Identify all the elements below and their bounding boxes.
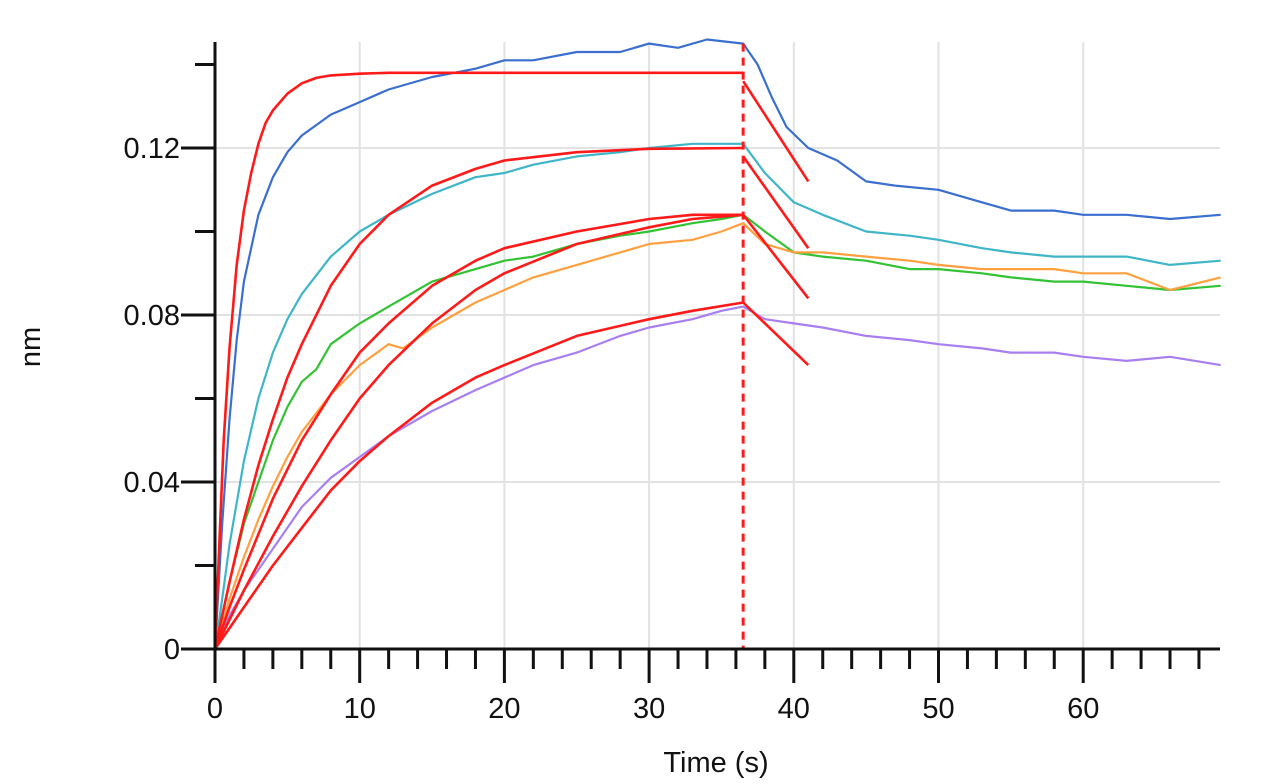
fit-curve (213, 71, 744, 650)
x-tick-label: 40 (778, 693, 810, 725)
y-tick-label: 0 (164, 634, 180, 666)
fit-curve (213, 301, 744, 650)
y-axis-title: nm (15, 327, 47, 367)
sensorgram-curve (213, 222, 1221, 650)
sensorgram-curve (213, 305, 1221, 650)
y-tick-label: 0.08 (124, 300, 180, 332)
sensorgram-curve (213, 38, 1221, 650)
fit-curve (213, 213, 744, 650)
x-axis-title: Time (s) (663, 747, 768, 779)
fit-curve (213, 146, 744, 650)
x-tick-label: 0 (207, 693, 223, 725)
data-series (213, 38, 1221, 650)
fit-curve (742, 301, 810, 367)
x-tick-label: 10 (344, 693, 376, 725)
y-tick-label: 0.04 (124, 467, 180, 499)
fit-curve (213, 213, 744, 650)
y-tick-label: 0.12 (124, 133, 180, 165)
fit-curve (742, 155, 810, 249)
axes: 0 10 20 30 40 50 60 0 0.04 0.08 0.12 (124, 42, 1220, 725)
x-tick-label: 60 (1067, 693, 1099, 725)
x-tick-label: 20 (488, 693, 520, 725)
x-tick-label: 50 (922, 693, 954, 725)
fit-curve (742, 80, 810, 183)
x-tick-label: 30 (633, 693, 665, 725)
sensorgram-curve (213, 213, 1221, 650)
fit-curve (742, 214, 810, 300)
